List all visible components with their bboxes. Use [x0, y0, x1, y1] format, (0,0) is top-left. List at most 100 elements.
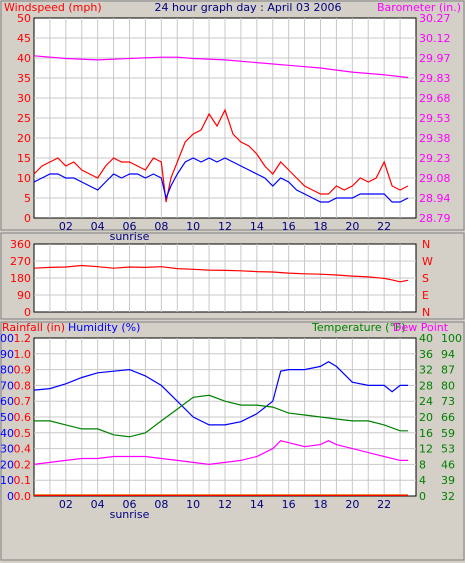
x-tick-1-06: 06 — [123, 220, 137, 233]
y-tick-3-temp-8: 32 — [419, 364, 433, 377]
sunrise-label-1: sunrise — [110, 230, 150, 243]
x-tick-1-16: 16 — [282, 220, 296, 233]
y-tick-1-baro-8: 29.97 — [419, 52, 451, 65]
y-tick-1-baro-7: 29.83 — [419, 72, 451, 85]
y-tick-3-temp-0: 0 — [419, 490, 426, 503]
x-tick-3-20: 20 — [345, 498, 359, 511]
tick-labels: 02 04 06 08 10 12 14 16 18 20 22sunrise05101520253… — [0, 12, 462, 521]
y-tick-1-wind-3: 15 — [17, 152, 31, 165]
y-tick-3-hum-2: 20 — [0, 458, 14, 471]
y-tick-3-temp-1: 4 — [419, 474, 426, 487]
y-tick-3-rain-9: 1.0 — [14, 348, 32, 361]
panel-3-frame — [0, 321, 465, 561]
y-tick-3-temp-2: 8 — [419, 458, 426, 471]
y-tick-3-rain-2: 0.2 — [14, 458, 32, 471]
y-tick-2-deg-3: 270 — [10, 255, 31, 268]
y-tick-3-dew-4: 59 — [441, 427, 455, 440]
series-2-0 — [33, 264, 409, 283]
x-tick-3-10: 10 — [186, 498, 200, 511]
y-tick-1-wind-5: 25 — [17, 112, 31, 125]
y-tick-1-wind-4: 20 — [17, 132, 31, 145]
y-tick-3-temp-4: 16 — [419, 427, 433, 440]
x-tick-3-14: 14 — [250, 498, 264, 511]
y-tick-3-dew-9: 94 — [441, 348, 455, 361]
y-tick-2-compass-0: N — [422, 306, 430, 319]
y-tick-3-hum-1: 10 — [0, 474, 14, 487]
x-tick-3-22: 22 — [377, 498, 391, 511]
y-tick-3-rain-1: 0.1 — [14, 474, 32, 487]
y-tick-1-baro-0: 28.79 — [419, 212, 451, 225]
x-tick-3-08: 08 — [154, 498, 168, 511]
x-tick-1-14: 14 — [250, 220, 264, 233]
y-tick-3-temp-6: 24 — [419, 395, 433, 408]
chart-title: 24 hour graph day : April 03 2006 — [155, 1, 342, 14]
y-tick-2-deg-0: 0 — [24, 306, 31, 319]
y-tick-2-compass-3: W — [422, 255, 433, 268]
y-tick-1-baro-1: 28.94 — [419, 192, 451, 205]
y-tick-3-dew-10: 100 — [441, 332, 462, 345]
panel-1-frame — [0, 0, 465, 231]
y-tick-1-wind-6: 30 — [17, 92, 31, 105]
y-tick-3-hum-3: 30 — [0, 443, 14, 456]
dewpoint-axis-label: Dew Point — [393, 321, 449, 334]
y-tick-3-hum-9: 90 — [0, 348, 14, 361]
y-tick-3-dew-6: 73 — [441, 395, 455, 408]
x-tick-1-22: 22 — [377, 220, 391, 233]
x-tick-3-02: 02 — [59, 498, 73, 511]
y-tick-1-wind-10: 50 — [17, 12, 31, 25]
y-tick-2-deg-1: 90 — [17, 289, 31, 302]
y-tick-3-hum-7: 70 — [0, 379, 14, 392]
y-tick-3-hum-10: 100 — [0, 332, 14, 345]
humidity-axis-label: Humidity (%) — [68, 321, 140, 334]
y-tick-1-baro-10: 30.27 — [419, 12, 451, 25]
y-tick-3-dew-2: 46 — [441, 458, 455, 471]
y-tick-3-rain-5: 0.6 — [14, 411, 32, 424]
temperature-axis-label: Temperature (°F) — [311, 321, 406, 334]
x-tick-1-18: 18 — [314, 220, 328, 233]
y-tick-1-wind-1: 5 — [24, 192, 31, 205]
y-tick-1-baro-5: 29.53 — [419, 112, 451, 125]
y-tick-3-rain-3: 0.4 — [14, 443, 32, 456]
y-tick-3-temp-7: 28 — [419, 379, 433, 392]
x-tick-3-12: 12 — [218, 498, 232, 511]
y-tick-3-rain-7: 0.8 — [14, 379, 32, 392]
barometer-axis-label: Barometer (in.) — [377, 1, 461, 14]
y-tick-3-rain-4: 0.5 — [14, 427, 32, 440]
x-tick-1-12: 12 — [218, 220, 232, 233]
y-tick-3-hum-0: 0 — [7, 490, 14, 503]
x-tick-1-04: 04 — [91, 220, 105, 233]
series-1-1 — [33, 157, 409, 203]
y-tick-3-rain-0: 0.0 — [14, 490, 32, 503]
x-tick-3-06: 06 — [123, 498, 137, 511]
y-tick-3-temp-3: 12 — [419, 443, 433, 456]
x-tick-1-10: 10 — [186, 220, 200, 233]
panel-2-frame — [0, 232, 465, 320]
windspeed-axis-label: Windspeed (mph) — [4, 1, 102, 14]
y-tick-3-rain-10: 1.2 — [14, 332, 32, 345]
y-tick-3-hum-8: 80 — [0, 364, 14, 377]
series-1-2 — [33, 55, 409, 79]
series-3-0 — [33, 361, 408, 426]
x-tick-1-20: 20 — [345, 220, 359, 233]
y-tick-3-dew-1: 39 — [441, 474, 455, 487]
data-series — [33, 55, 409, 496]
y-tick-3-hum-6: 60 — [0, 395, 14, 408]
y-tick-3-temp-10: 40 — [419, 332, 433, 345]
y-tick-1-baro-2: 29.08 — [419, 172, 451, 185]
x-tick-1-08: 08 — [154, 220, 168, 233]
y-tick-2-compass-2: S — [422, 272, 429, 285]
series-1-0 — [33, 108, 409, 203]
y-tick-1-baro-4: 29.38 — [419, 132, 451, 145]
rainfall-axis-label: Rainfall (in) — [2, 321, 65, 334]
y-tick-1-wind-9: 45 — [17, 32, 31, 45]
grid-lines — [34, 18, 416, 496]
series-3-1 — [34, 394, 408, 438]
y-tick-3-hum-4: 40 — [0, 427, 14, 440]
y-tick-1-wind-7: 35 — [17, 72, 31, 85]
y-tick-3-dew-0: 32 — [441, 490, 455, 503]
y-tick-3-rain-8: 0.9 — [14, 364, 32, 377]
y-tick-3-temp-9: 36 — [419, 348, 433, 361]
y-tick-1-baro-6: 29.68 — [419, 92, 451, 105]
y-tick-1-wind-2: 10 — [17, 172, 31, 185]
